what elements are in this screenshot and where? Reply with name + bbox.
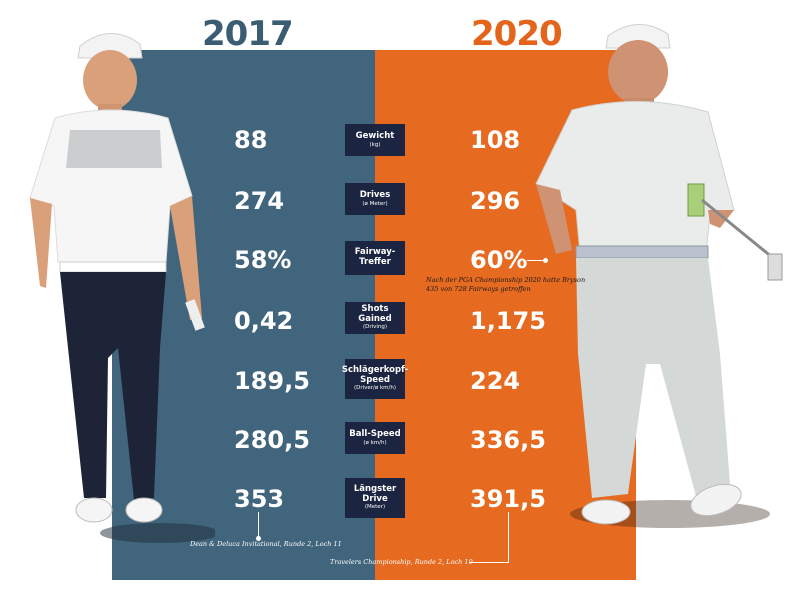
value-2017-ball-speed: 280,5 <box>234 426 310 454</box>
fairway-note: Nach der PGA Championship 2020 hatte Bry… <box>426 276 586 293</box>
label-clubhead-speed-sub: (Driver/ø km/h) <box>353 385 397 392</box>
label-gewicht-main: Gewicht <box>355 130 395 141</box>
year-2017-heading: 2017 <box>202 14 294 54</box>
fairway-note-dot <box>543 258 548 263</box>
label-longest-drive: Längster Drive (Meter) <box>345 478 405 518</box>
value-2020-longest-drive: 391,5 <box>470 485 546 513</box>
value-2017-shots-gained: 0,42 <box>234 307 294 335</box>
value-2017-longest-drive: 353 <box>234 485 285 513</box>
label-gewicht: Gewicht (kg) <box>345 124 405 156</box>
value-2017-gewicht: 88 <box>234 126 268 154</box>
label-shots-gained-main: Shots Gained <box>358 303 392 324</box>
value-2020-gewicht: 108 <box>470 126 521 154</box>
label-drives: Drives (ø Meter) <box>345 183 405 215</box>
drive-2017-note: Dean & Deluca Invitational, Runde 2, Loc… <box>190 540 342 548</box>
drive-2017-note-dot <box>256 536 261 541</box>
label-fairway-main: Fairway- Treffer <box>354 247 396 267</box>
label-longest-drive-main: Längster Drive <box>353 483 397 504</box>
value-2020-drives: 296 <box>470 187 521 215</box>
value-2017-fairway: 58% <box>234 246 292 274</box>
drive-2020-note-hline <box>470 562 509 563</box>
label-clubhead-speed-main: Schlägerkopf- Speed <box>341 364 409 385</box>
label-gewicht-sub: (kg) <box>369 141 381 148</box>
drive-2020-note-line <box>508 512 509 562</box>
label-clubhead-speed: Schlägerkopf- Speed (Driver/ø km/h) <box>341 359 409 399</box>
drive-2017-note-line <box>258 512 259 538</box>
label-ball-speed-main: Ball-Speed <box>349 428 401 439</box>
golfer-2020-figure <box>535 24 783 528</box>
value-2020-ball-speed: 336,5 <box>470 426 546 454</box>
value-2020-clubhead-speed: 224 <box>470 367 521 395</box>
fairway-note-line <box>527 260 545 261</box>
value-2020-shots-gained: 1,175 <box>470 307 546 335</box>
golfer-2017-figure <box>29 33 215 543</box>
value-2020-fairway: 60% <box>470 246 528 274</box>
label-ball-speed: Ball-Speed (ø km/h) <box>345 422 405 454</box>
label-shots-gained: Shots Gained (Driving) <box>345 302 405 334</box>
label-ball-speed-sub: (ø km/h) <box>363 439 387 446</box>
drive-2020-note: Travelers Championship, Runde 2, Loch 10 <box>330 558 473 566</box>
label-longest-drive-sub: (Meter) <box>364 504 386 511</box>
label-drives-sub: (ø Meter) <box>362 200 388 207</box>
year-2020-heading: 2020 <box>471 14 563 54</box>
label-shots-gained-sub: (Driving) <box>362 324 388 331</box>
label-drives-main: Drives <box>359 189 391 200</box>
value-2017-clubhead-speed: 189,5 <box>234 367 310 395</box>
value-2017-drives: 274 <box>234 187 285 215</box>
label-fairway: Fairway- Treffer <box>345 241 405 275</box>
